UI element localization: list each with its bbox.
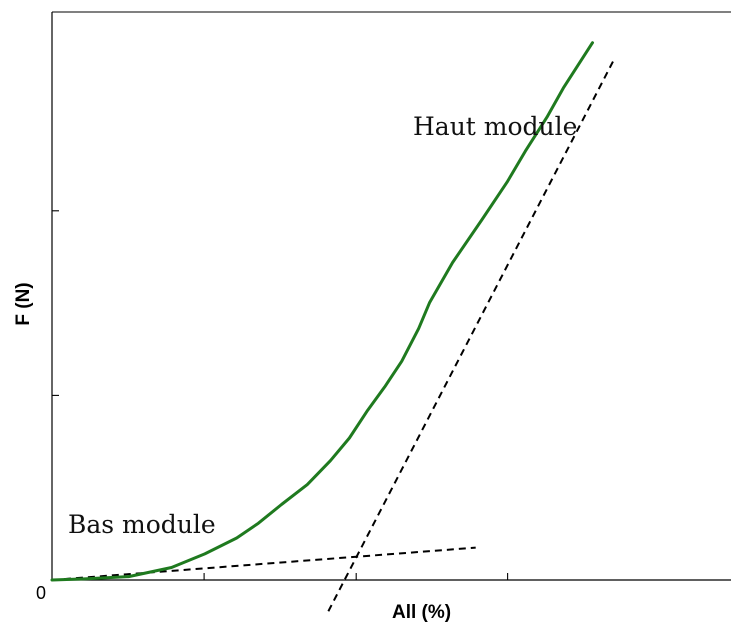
annotation-haut-module: Haut module [413, 112, 577, 141]
annotation-bas-module: Bas module [68, 510, 216, 539]
origin-label: 0 [36, 583, 46, 603]
tangent-line-bas-module [51, 546, 476, 581]
series-layer [50, 41, 594, 582]
y-axis-title: F (N) [13, 282, 34, 325]
force-curve-line [50, 41, 594, 582]
x-axis-title: All (%) [392, 602, 451, 623]
plot-frame [51, 11, 731, 581]
tangent-line-haut-module [327, 58, 616, 612]
tick-marks [52, 210, 509, 580]
tangent-lines [51, 58, 616, 612]
